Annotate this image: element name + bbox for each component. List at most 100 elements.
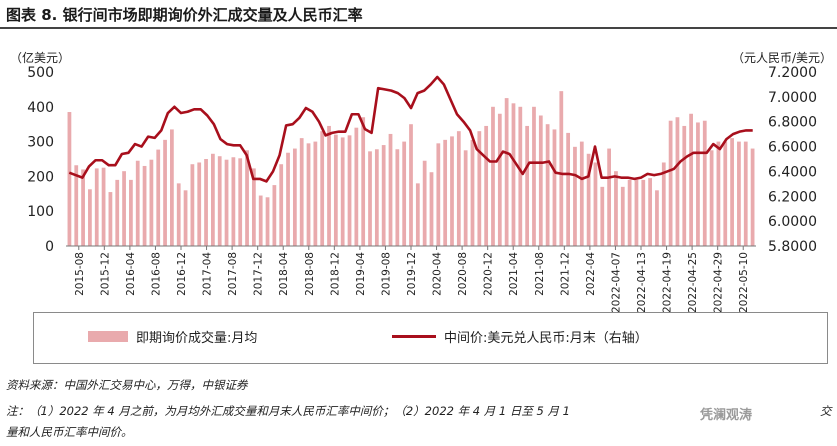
x-tick-label: 2020-04: [432, 252, 444, 296]
volume-bar: [730, 138, 734, 246]
x-tick-label: 2022-04-29: [713, 252, 725, 313]
legend-item-rate: 中间价:美元兑人民币:月末（右轴）: [392, 327, 648, 346]
volume-bar: [600, 186, 605, 246]
volume-bar: [368, 151, 372, 246]
volume-bar: [627, 179, 632, 246]
y-left-tick-label: 300: [27, 135, 54, 151]
volume-bar: [156, 149, 161, 246]
y-left-tick-label: 0: [45, 239, 54, 255]
volume-bar: [675, 117, 680, 247]
legend-swatch-bar: [88, 331, 128, 342]
volume-bar: [716, 141, 721, 246]
volume-bar: [682, 125, 687, 246]
volume-bar: [443, 139, 448, 246]
x-tick-label: 2022-05-10: [738, 252, 750, 313]
footnote-line-2: 量和人民币汇率中间价。: [6, 425, 133, 439]
volume-bar: [532, 106, 536, 246]
x-tick-label: 2017-04: [202, 252, 214, 296]
volume-bar: [361, 117, 366, 247]
x-tick-label: 2016-08: [150, 252, 162, 296]
volume-bar: [545, 124, 550, 246]
x-tick-label: 2019-08: [380, 252, 392, 296]
volume-bar: [286, 152, 290, 246]
footnote-line-1: 注：（1）2022 年 4 月之前，为月均外汇成交量和月末人民币汇率中间价；（2…: [6, 404, 570, 418]
volume-bar: [395, 149, 400, 246]
volume-bar: [661, 162, 666, 246]
volume-bar: [573, 146, 577, 246]
volume-bar: [279, 164, 284, 246]
x-tick-label: 2015-12: [99, 252, 111, 296]
volume-bar: [497, 113, 502, 246]
volume-bar: [552, 129, 557, 246]
y-left-unit: （亿美元）: [10, 50, 70, 65]
volume-bar: [176, 183, 181, 246]
volume-bar: [142, 165, 147, 246]
y-left-tick-label: 100: [27, 204, 54, 220]
volume-bar: [668, 120, 673, 246]
volume-bar: [299, 138, 304, 246]
x-tick-label: 2016-12: [176, 252, 188, 296]
y-right-unit: （元人民币/美元）: [732, 51, 832, 65]
volume-bar: [463, 150, 468, 246]
volume-bar: [217, 156, 222, 246]
x-tick-label: 2022-04-13: [636, 252, 648, 313]
volume-bar: [313, 141, 318, 246]
source-note: 资料来源：中国外汇交易中心，万得，中银证券: [6, 378, 248, 392]
volume-bar: [101, 167, 106, 246]
volume-bar: [374, 149, 379, 246]
volume-bar: [429, 172, 434, 246]
y-left-tick-label: 500: [27, 65, 54, 81]
volume-bar: [655, 190, 659, 246]
x-tick-label: 2018-12: [329, 252, 341, 296]
volume-bar: [723, 141, 728, 246]
volume-bar: [122, 171, 126, 246]
volume-bar: [743, 141, 748, 246]
volume-bar: [620, 186, 625, 246]
volume-bar: [388, 133, 393, 246]
volume-bar: [614, 171, 618, 246]
legend-item-volume: 即期询价成交量:月均: [88, 327, 257, 346]
rate-line: [68, 75, 753, 183]
volume-bar: [224, 159, 229, 246]
x-tick-label: 2020-12: [483, 252, 495, 296]
x-tick-label: 2022-04: [585, 252, 597, 296]
volume-bar: [689, 113, 693, 246]
volume-bar: [409, 124, 413, 246]
volume-bar: [251, 168, 256, 246]
volume-bar: [415, 183, 420, 246]
volume-bar: [129, 179, 133, 246]
volume-bar: [272, 185, 277, 246]
x-tick-label: 2015-08: [74, 252, 86, 296]
volume-bar: [347, 135, 352, 246]
volume-bar: [737, 141, 741, 246]
watermark: 凭澜观涛: [700, 408, 753, 423]
y-left-tick-label: 200: [27, 169, 54, 185]
volume-bar: [450, 136, 454, 246]
volume-bar: [197, 162, 202, 246]
x-tick-label: 2021-08: [534, 252, 546, 296]
x-tick-label: 2019-12: [406, 252, 418, 296]
volume-bar: [333, 134, 338, 246]
y-right-tick-label: 6.2000: [768, 189, 817, 205]
volume-bar: [593, 162, 598, 246]
volume-bar: [292, 148, 297, 246]
y-right-tick-label: 5.8000: [768, 239, 817, 255]
volume-bar: [190, 164, 195, 246]
x-tick-label: 2019-04: [355, 252, 367, 296]
volume-bar: [525, 125, 530, 246]
x-tick-label: 2022-04-25: [687, 252, 699, 313]
volume-bar: [504, 98, 509, 246]
volume-bar: [183, 190, 188, 246]
volume-bar: [559, 91, 564, 246]
x-tick-label: 2018-08: [304, 252, 316, 296]
volume-bar: [641, 179, 646, 246]
x-tick-label: 2017-08: [227, 252, 239, 296]
volume-bar: [204, 159, 208, 246]
volume-bar: [586, 153, 591, 246]
x-tick-label: 2017-12: [253, 252, 265, 296]
volume-bar: [456, 131, 461, 246]
volume-bar: [518, 106, 523, 246]
x-tick-label: 2022-04-07: [610, 252, 622, 313]
volume-bar: [231, 157, 236, 246]
